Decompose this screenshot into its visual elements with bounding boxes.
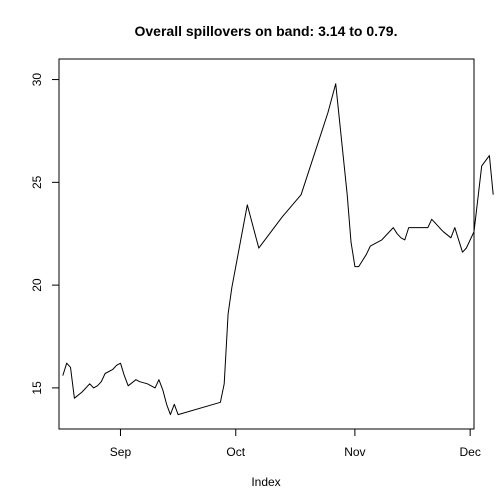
chart-title: Overall spillovers on band: 3.14 to 0.79… <box>135 23 398 39</box>
x-tick-label: Oct <box>226 445 245 459</box>
x-axis-label: Index <box>251 475 280 489</box>
series-line-0 <box>62 83 494 416</box>
y-tick-label: 20 <box>30 278 44 292</box>
x-tick-label: Dec <box>459 445 480 459</box>
y-tick-label: 30 <box>30 73 44 87</box>
y-axis: 15 20 25 30 <box>30 73 59 395</box>
y-tick-label: 15 <box>30 381 44 395</box>
plot-frame <box>58 58 475 430</box>
x-axis: Sep Oct Nov Dec <box>110 429 481 459</box>
series-layer <box>62 83 494 416</box>
x-tick-label: Sep <box>110 445 132 459</box>
y-tick-label: 25 <box>30 175 44 189</box>
x-tick-label: Nov <box>344 445 365 459</box>
